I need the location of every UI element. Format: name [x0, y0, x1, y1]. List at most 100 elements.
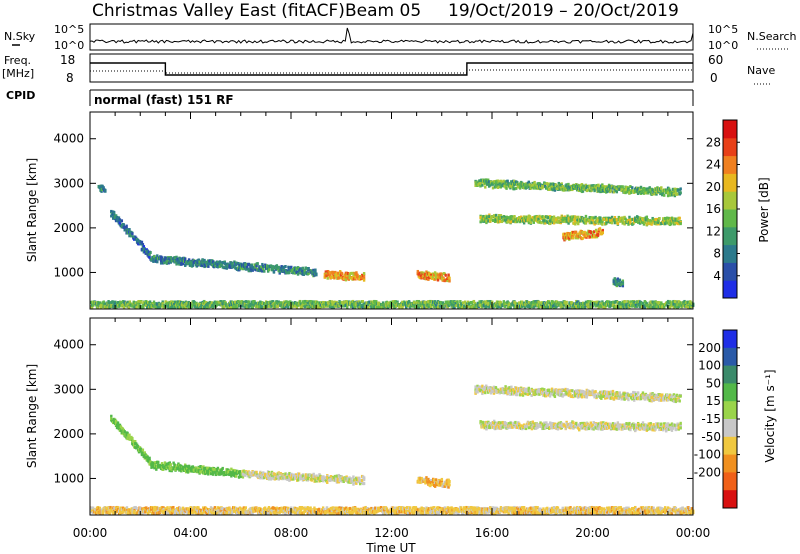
scatter-band — [110, 209, 152, 261]
scatter-cell — [325, 479, 328, 483]
scatter-cell — [663, 193, 666, 197]
scatter-cell — [304, 473, 308, 477]
noise-right-tick-bottom: 10^0 — [708, 39, 738, 52]
scatter-cell — [167, 465, 171, 469]
cpid-label: CPID — [6, 89, 35, 102]
scatter-cell — [534, 304, 537, 308]
scatter-cell — [250, 300, 253, 304]
scatter-cell — [595, 184, 598, 188]
scatter-cell — [614, 188, 618, 192]
scatter-cell — [161, 300, 164, 304]
scatter-cell — [675, 192, 679, 196]
scatter-cell — [210, 301, 214, 305]
scatter-cell — [223, 304, 226, 308]
scatter-cell — [665, 188, 669, 192]
scatter-cell — [574, 230, 578, 234]
scatter-cell — [312, 268, 315, 272]
scatter-cell — [111, 213, 114, 217]
scatter-cell — [419, 273, 422, 277]
scatter-cell — [200, 261, 203, 265]
scatter-cell — [292, 271, 295, 275]
scatter-cell — [200, 306, 203, 310]
scatter-cell — [273, 472, 277, 476]
scatter-cell — [375, 300, 378, 304]
scatter-cell — [168, 461, 171, 465]
scatter-cell — [647, 304, 650, 308]
scatter-cell — [679, 191, 682, 195]
scatter-cell — [670, 193, 674, 197]
scatter-cell — [146, 305, 149, 309]
scatter-cell — [180, 262, 183, 266]
scatter-cell — [192, 466, 196, 470]
scatter-cell — [626, 190, 629, 194]
scatter-cell — [253, 300, 256, 304]
scatter-cell — [284, 472, 287, 476]
scatter-cell — [206, 466, 209, 470]
scatter-cell — [370, 305, 373, 309]
scatter-cell — [141, 448, 145, 452]
scatter-cell — [142, 305, 145, 309]
scatter-cell — [213, 300, 217, 304]
scatter-cell — [316, 304, 319, 308]
scatter-cell — [552, 185, 556, 189]
scatter-cell — [110, 414, 113, 418]
scatter-cell — [248, 471, 251, 475]
scatter-cell — [505, 215, 508, 219]
scatter-cell — [215, 303, 219, 307]
scatter-cell — [430, 304, 433, 308]
scatter-cell — [618, 278, 622, 282]
scatter-cell — [664, 222, 667, 226]
scatter-cell — [234, 469, 237, 473]
scatter-cell — [123, 430, 126, 434]
scatter-cell — [145, 304, 148, 308]
scatter-cell — [233, 264, 236, 268]
scatter-cell — [263, 476, 266, 480]
scatter-cell — [665, 216, 669, 220]
scatter-cell — [407, 300, 411, 304]
scatter-cell — [212, 467, 216, 471]
scatter-cell — [627, 222, 630, 226]
scatter-cell — [558, 216, 562, 220]
scatter-cell — [346, 272, 350, 276]
scatter-cell — [166, 302, 169, 306]
scatter-cell — [666, 194, 670, 198]
scatter-cell — [518, 186, 522, 190]
scatter-cell — [257, 269, 260, 273]
scatter-band — [240, 469, 366, 486]
scatter-cell — [673, 194, 677, 198]
scatter-cell — [583, 230, 586, 234]
scatter-cell — [362, 276, 366, 280]
scatter-cell — [201, 303, 204, 307]
scatter-cell — [622, 306, 625, 310]
scatter-cell — [637, 302, 641, 306]
scatter-cell — [635, 301, 638, 305]
scatter-cell — [669, 220, 673, 224]
scatter-cell — [141, 243, 145, 247]
scatter-cell — [336, 302, 339, 306]
scatter-cell — [643, 187, 647, 191]
beam-label: Beam 05 — [345, 1, 421, 21]
scatter-cell — [186, 469, 190, 473]
scatter-cell — [241, 267, 245, 271]
scatter-cell — [597, 229, 601, 233]
scatter-cell — [587, 232, 590, 236]
scatter-cell — [581, 236, 584, 240]
scatter-cell — [581, 305, 585, 309]
scatter-cell — [287, 305, 290, 309]
scatter-cell — [170, 305, 173, 309]
scatter-cell — [126, 300, 130, 304]
scatter-cell — [480, 182, 483, 186]
scatter-cell — [295, 473, 298, 477]
scatter-cell — [689, 300, 692, 304]
scatter-cell — [567, 306, 570, 310]
scatter-cell — [483, 304, 486, 308]
scatter-cell — [176, 300, 180, 304]
scatter-cell — [558, 303, 562, 307]
scatter-cell — [153, 255, 156, 259]
scatter-cell — [609, 219, 613, 223]
scatter-cell — [141, 451, 145, 455]
scatter-cell — [256, 262, 259, 266]
power-scatter-layer — [90, 178, 695, 310]
scatter-cell — [288, 271, 291, 275]
scatter-cell — [422, 271, 425, 275]
